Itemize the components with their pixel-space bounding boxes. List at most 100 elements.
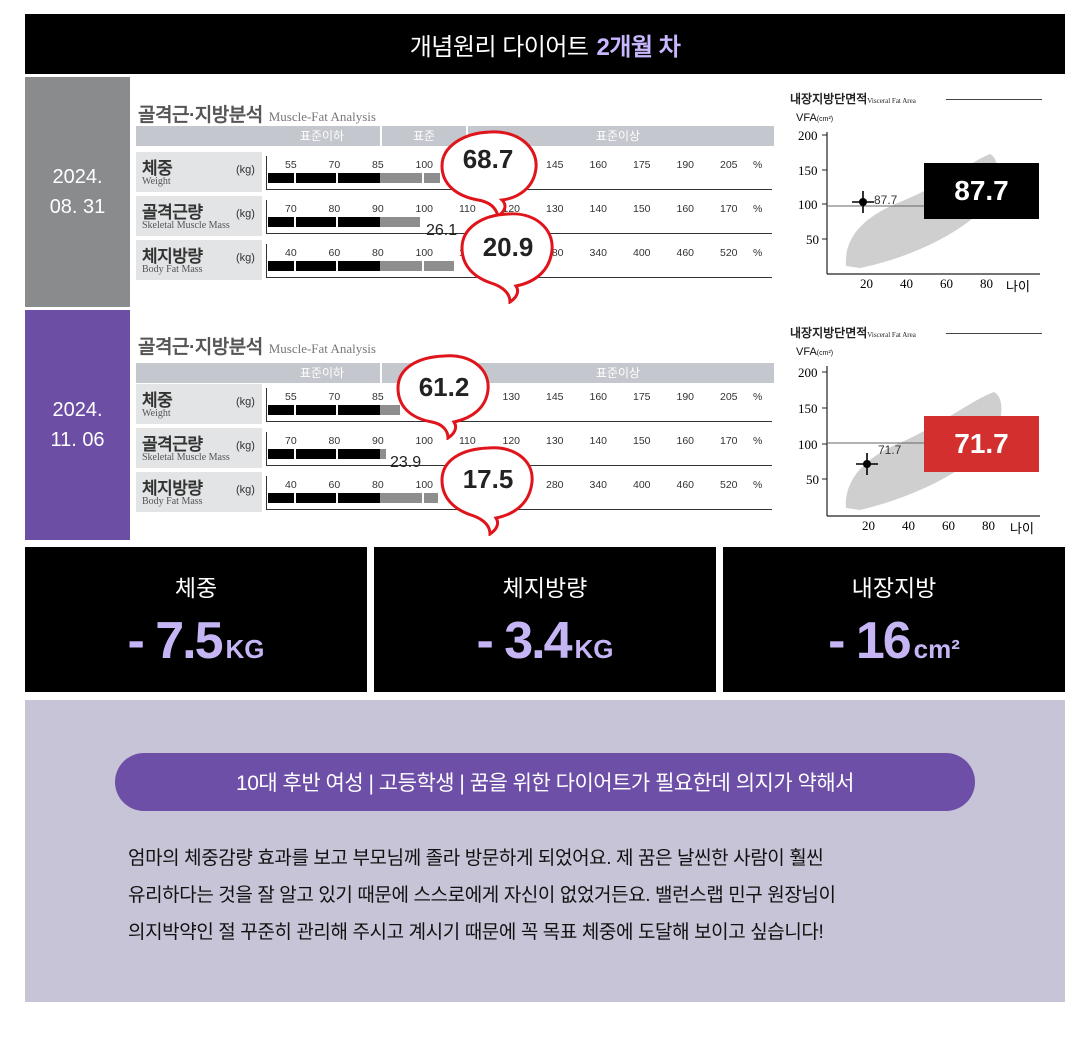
date-day: 11. 06: [50, 429, 105, 451]
row-name-en: Body Fat Mass: [142, 264, 203, 275]
scale-label: %: [753, 159, 763, 171]
scale-label: 175: [633, 391, 651, 403]
ytick: 150: [798, 401, 818, 416]
analysis-subtitle: Muscle-Fat Analysis: [268, 109, 376, 124]
vfa-yunit: (cm²): [816, 350, 834, 357]
row-unit: (kg): [236, 484, 255, 496]
weight-value: 68.7: [462, 144, 514, 174]
stat-unit: cm²: [913, 634, 960, 664]
muscle-bar-black: [268, 449, 380, 459]
muscle-value: 23.9: [390, 454, 422, 471]
fat-bar-black: [268, 261, 380, 271]
scale-label: %: [753, 435, 763, 447]
scale-label: 80: [328, 203, 341, 215]
scale-label: 70: [328, 159, 341, 171]
stat-weight: 체중 - 7.5 KG: [25, 547, 367, 692]
scale-label: 160: [589, 159, 608, 171]
date-day: 08. 31: [49, 196, 106, 218]
date-panel-1: 2024. 08. 31: [25, 77, 130, 307]
ytick: 50: [806, 472, 819, 487]
scale-label: 90: [372, 435, 384, 447]
red-circle-icon: [460, 212, 554, 305]
scale-label: 100: [415, 247, 434, 259]
scale-label: 60: [328, 479, 341, 491]
head-standard: 표준: [412, 129, 436, 143]
scale-label: 150: [633, 435, 651, 447]
muscle-bar-gray: [380, 449, 386, 459]
vfa-ylabel: VFA(cm²): [796, 112, 834, 124]
vfa-point-label: 87.7: [874, 193, 898, 207]
stat-unit: KG: [225, 634, 265, 664]
scale-label: 80: [328, 435, 341, 447]
scale-label: 140: [589, 435, 608, 447]
review-text: 엄마의 체중감량 효과를 보고 부모님께 졸라 방문하게 되었어요. 제 꿈은 …: [128, 840, 988, 951]
scale-label: 160: [676, 203, 695, 215]
fat-callout: 20.9: [458, 208, 558, 305]
stat-label: 체중: [174, 575, 218, 601]
scale-label: 100: [415, 203, 434, 215]
row-unit: (kg): [236, 396, 255, 408]
vfa-title-en: Visceral Fat Area: [867, 97, 916, 105]
scale-label: 100: [415, 159, 434, 171]
scale-label: 70: [285, 203, 297, 215]
row-name-en: Body Fat Mass: [142, 496, 203, 507]
ytick: 200: [798, 365, 818, 380]
scale-label: 100: [415, 435, 434, 447]
scale-label: 40: [285, 479, 297, 491]
vfa-value-box: 71.7: [924, 416, 1039, 472]
stat-visceral-fat: 내장지방 - 16 cm²: [723, 547, 1065, 692]
scale-label: 130: [546, 203, 564, 215]
fat-value: 20.9: [482, 232, 534, 262]
scale-label: 90: [372, 203, 384, 215]
scale-label: 85: [372, 159, 384, 171]
vfa-yunit: (cm²): [816, 116, 834, 123]
ytick: 50: [806, 232, 819, 247]
scale-label: 100: [415, 479, 434, 491]
row-name-en: Skeletal Muscle Mass: [142, 452, 230, 463]
scale-label: 170: [720, 203, 738, 215]
fat-bar-black: [268, 493, 380, 503]
scale-label: 70: [328, 391, 341, 403]
scale-label: %: [753, 247, 763, 259]
scale-label: 340: [589, 479, 608, 491]
stat-label: 내장지방: [851, 575, 937, 601]
scale-label: %: [753, 391, 763, 403]
scale-label: 400: [633, 479, 651, 491]
scale-label: 85: [372, 391, 384, 403]
head-below-standard: 표준이하: [299, 129, 345, 143]
muscle-bar-black: [268, 217, 380, 227]
scale-label: 80: [372, 479, 384, 491]
scale-label: 55: [285, 391, 297, 403]
scale-label: 60: [328, 247, 341, 259]
stat-label: 체지방량: [502, 575, 588, 601]
weight-bar-black: [268, 405, 380, 415]
scale-label: 110: [459, 435, 476, 447]
weight-bar-gray: [380, 405, 400, 415]
scale-label: 205: [720, 159, 738, 171]
row-name-en: Weight: [142, 176, 171, 187]
scale-label: 70: [285, 435, 297, 447]
xtick: 20: [860, 276, 873, 291]
header-title: 개념원리 다이어트: [409, 33, 589, 61]
review-tag: 10대 후반 여성 | 고등학생 | 꿈을 위한 다이어트가 필요한데 의지가 …: [115, 753, 975, 811]
scale-label: 460: [676, 479, 695, 491]
row-unit: (kg): [236, 440, 255, 452]
vfa-title-en: Visceral Fat Area: [867, 331, 916, 339]
scale-label: 140: [589, 203, 608, 215]
fat-value: 17.5: [462, 464, 514, 494]
vfa-ylabel: VFA(cm²): [796, 346, 834, 358]
review-line: 의지박약인 절 꾸준히 관리해 주시고 계시기 때문에 꼭 목표 체중에 도달해…: [128, 922, 824, 943]
muscle-value: 26.1: [426, 222, 458, 239]
red-circle-icon: [440, 446, 534, 537]
vfa-value-box: 87.7: [924, 163, 1039, 219]
review-section: 10대 후반 여성 | 고등학생 | 꿈을 위한 다이어트가 필요한데 의지가 …: [25, 700, 1065, 1002]
ytick: 100: [798, 437, 818, 452]
row-name: 체지방량: [142, 247, 203, 266]
vfa-chart-1: 내장지방단면적Visceral Fat Area VFA(cm²) 200 15…: [790, 90, 1050, 320]
vfa-point-label: 71.7: [878, 443, 902, 457]
scale-label: 110: [459, 203, 476, 215]
fat-bar-gray: [380, 261, 454, 271]
row-name-en: Skeletal Muscle Mass: [142, 220, 230, 231]
xtick: 20: [862, 518, 875, 533]
row-name: 골격근량: [142, 435, 203, 454]
